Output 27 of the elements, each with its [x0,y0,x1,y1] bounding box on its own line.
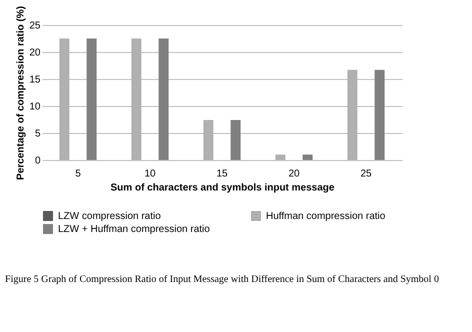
bar [230,120,241,160]
y-tick-label: 0 [34,156,41,166]
bar [302,154,313,160]
y-tick-label: 5 [34,128,41,140]
bar [86,38,97,160]
y-tick-label: 25 [29,20,41,32]
y-tick-label: 15 [29,74,41,86]
y-tick-label: 10 [29,102,41,112]
x-tick-label: 10 [144,168,156,180]
bar [131,38,142,160]
x-axis-title: Sum of characters and symbols input message [110,182,335,194]
y-tick-label: 20 [29,48,41,58]
x-tick-label: 5 [75,168,82,180]
bar [275,154,286,160]
bar [347,70,358,160]
legend-label: Huffman compression ratio [266,211,386,222]
bar [374,70,385,160]
x-tick-label: 25 [360,168,372,180]
y-axis-title: Percentage of compression ratio (%) [15,6,26,180]
bar [59,38,70,160]
legend-label: LZW + Huffman compression ratio [58,224,210,235]
bar [158,38,169,160]
legend-label: LZW compression ratio [58,211,162,222]
x-tick-label: 15 [216,168,228,180]
bar [203,120,214,160]
caption: Figure 5 Graph of Compression Ratio of Input Message with Difference in Sum of Characters and Symbol 0 [5,274,439,285]
x-tick-label: 20 [288,168,300,180]
